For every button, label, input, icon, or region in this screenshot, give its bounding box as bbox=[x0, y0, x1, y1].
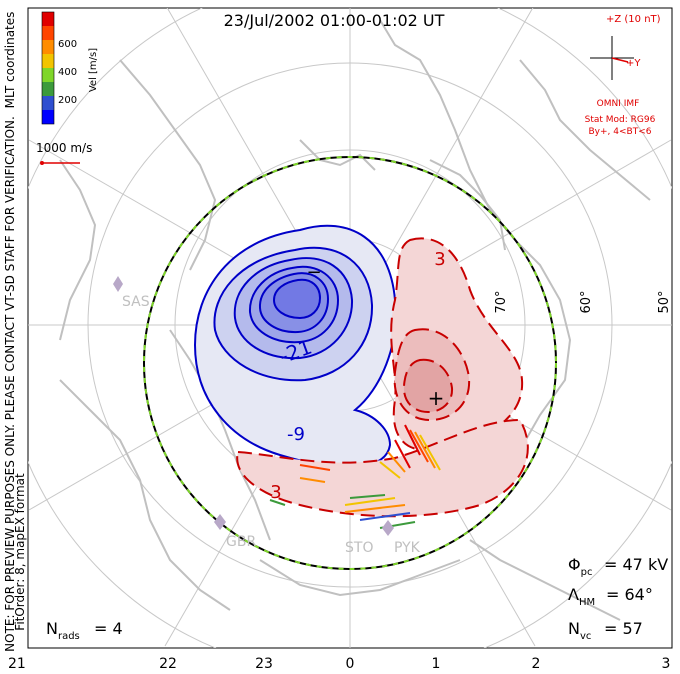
latitude-label-70: 70° bbox=[494, 290, 509, 313]
imf-y-label: +Y bbox=[626, 58, 641, 69]
svg-text:ΛHM: ΛHM bbox=[568, 585, 595, 608]
svg-text:Nvc: Nvc bbox=[568, 619, 591, 642]
hm-boundary-latitude: ΛHM = 64° bbox=[568, 585, 653, 608]
negative-minimum-marker: − bbox=[306, 262, 321, 283]
svg-text:Φpc: Φpc bbox=[568, 555, 592, 578]
positive-cell bbox=[236, 237, 529, 518]
svg-text:Nrads: Nrads bbox=[46, 619, 80, 642]
imf-model: Stat Mod: RG96 bbox=[585, 115, 656, 125]
station-label-pyk: PYK bbox=[394, 540, 421, 556]
contour-label: 3 bbox=[270, 482, 281, 503]
colorbar-tick: 400 bbox=[58, 67, 77, 78]
imf-condition: By+, 4<BT<6 bbox=[589, 127, 652, 137]
mlt-tick: 1 bbox=[432, 656, 441, 672]
vector-count: Nvc = 57 bbox=[568, 619, 643, 642]
imf-scale-label: +Z (10 nT) bbox=[606, 14, 661, 25]
mlt-tick: 0 bbox=[346, 656, 355, 672]
latitude-label-60: 60° bbox=[579, 290, 594, 313]
svg-text:= 57: = 57 bbox=[604, 619, 643, 638]
imf-source: OMNI IMF bbox=[597, 99, 640, 109]
radar-count: Nrads = 4 bbox=[46, 619, 123, 642]
map-title: 23/Jul/2002 01:00-01:02 UT bbox=[224, 11, 445, 30]
reference-vector-label: 1000 m/s bbox=[36, 141, 92, 155]
cross-polar-potential: Φpc = 47 kV bbox=[568, 555, 668, 578]
station-marker-sas bbox=[113, 276, 123, 292]
imf-clock: +Z (10 nT) +Y OMNI IMF Stat Mod: RG96 By… bbox=[585, 14, 661, 137]
contour-label: 3 bbox=[434, 249, 445, 270]
mlt-tick: 22 bbox=[159, 656, 177, 672]
heppner-maynard-boundary-dash bbox=[143, 156, 557, 570]
latitude-label-50: 50° bbox=[657, 290, 672, 313]
colorbar-label: Vel [m/s] bbox=[88, 48, 99, 92]
fit-order-note: FitOrder: 8, mapEX format bbox=[13, 473, 27, 631]
station-marker-gbr bbox=[214, 514, 226, 530]
velocity-colorbar: 600 400 200 Vel [m/s] bbox=[41, 11, 99, 125]
preview-note: NOTE: FOR PREVIEW PURPOSES ONLY. PLEASE … bbox=[3, 116, 17, 652]
station-label-sto: STO bbox=[345, 540, 373, 556]
negative-cell bbox=[193, 224, 397, 468]
contour-label: -9 bbox=[287, 424, 305, 445]
velocity-vectors bbox=[269, 424, 441, 529]
svg-text:= 64°: = 64° bbox=[606, 585, 653, 604]
svg-text:= 47 kV: = 47 kV bbox=[604, 555, 668, 574]
colorbar-tick: 600 bbox=[58, 39, 77, 50]
mlt-tick: 21 bbox=[8, 656, 26, 672]
station-marker-sto bbox=[382, 520, 394, 536]
mlt-tick: 23 bbox=[255, 656, 273, 672]
svg-text:= 4: = 4 bbox=[94, 619, 123, 638]
positive-maximum-marker: + bbox=[428, 386, 445, 410]
station-label-gbr: GBR bbox=[226, 534, 256, 550]
station-label-sas: SAS bbox=[122, 294, 150, 310]
colorbar-tick: 200 bbox=[58, 95, 77, 106]
coordinates-label: MLT coordinates bbox=[3, 12, 17, 109]
mlt-tick: 3 bbox=[662, 656, 671, 672]
mlt-tick: 2 bbox=[532, 656, 541, 672]
mlt-axis: 21 22 23 0 1 2 3 bbox=[8, 656, 670, 672]
radar-stations bbox=[113, 276, 394, 536]
